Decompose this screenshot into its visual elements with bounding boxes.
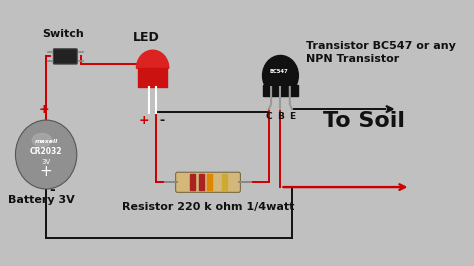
Text: C: C <box>265 112 272 121</box>
Circle shape <box>263 56 298 96</box>
Text: LED: LED <box>133 31 160 44</box>
Text: B: B <box>277 112 284 121</box>
Bar <box>263 85 298 96</box>
Bar <box>138 68 167 86</box>
Text: -: - <box>159 114 164 127</box>
Bar <box>222 174 227 190</box>
Text: Transistor BC547 or any
NPN Transistor: Transistor BC547 or any NPN Transistor <box>306 41 456 64</box>
Text: -: - <box>49 183 55 197</box>
Text: To Soil: To Soil <box>322 111 404 131</box>
Text: BC547: BC547 <box>269 69 288 74</box>
Text: +: + <box>38 103 49 116</box>
Ellipse shape <box>143 56 156 71</box>
Wedge shape <box>137 50 169 68</box>
Text: maxell: maxell <box>35 139 58 144</box>
Text: Battery 3V: Battery 3V <box>9 195 75 205</box>
Text: CR2032: CR2032 <box>30 147 63 156</box>
Text: Resistor 220 k ohm 1/4watt: Resistor 220 k ohm 1/4watt <box>122 202 294 212</box>
Text: E: E <box>289 112 295 121</box>
Bar <box>190 174 195 190</box>
FancyBboxPatch shape <box>54 49 77 64</box>
Text: Switch: Switch <box>42 29 84 39</box>
FancyBboxPatch shape <box>176 172 240 192</box>
Bar <box>199 174 204 190</box>
Text: 3V: 3V <box>42 159 51 165</box>
Ellipse shape <box>32 134 52 147</box>
Text: +: + <box>40 164 53 179</box>
Text: +: + <box>138 114 149 127</box>
Bar <box>207 174 212 190</box>
Circle shape <box>16 120 77 189</box>
